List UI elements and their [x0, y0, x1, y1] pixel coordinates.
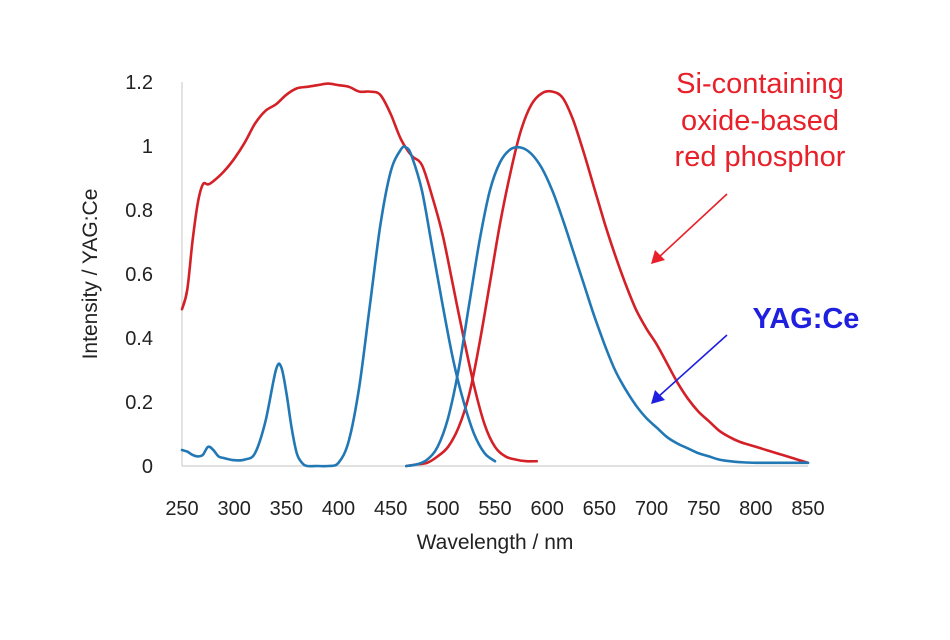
- series-layer: [180, 82, 810, 468]
- red-label-line-2: oxide-based: [681, 105, 839, 137]
- red-phosphor-annotation: Si-containing oxide-based red phosphor: [651, 68, 846, 264]
- x-tick-label: 450: [374, 498, 407, 520]
- y-tick-label: 1: [142, 136, 153, 158]
- yag-label: YAG:Ce: [753, 303, 860, 335]
- x-tick-label: 750: [687, 498, 720, 520]
- series-line-4: [405, 145, 810, 468]
- red-label-line-1: Si-containing: [676, 68, 844, 100]
- series-line-2: [405, 89, 810, 468]
- x-tick-labels: 250 300 350 400 450 500 550 600 650 700 750 800 850: [165, 498, 824, 520]
- x-tick-label: 800: [739, 498, 772, 520]
- x-tick-label: 350: [270, 498, 303, 520]
- x-tick-label: 300: [217, 498, 250, 520]
- x-tick-label: 250: [165, 498, 198, 520]
- x-axis-title: Wavelength / nm: [417, 531, 574, 554]
- x-tick-label: 700: [635, 498, 668, 520]
- blue-arrow-head: [651, 390, 665, 404]
- red-arrow-head: [651, 250, 665, 264]
- y-tick-label: 0: [142, 456, 153, 478]
- y-tick-label: 0.6: [125, 264, 153, 286]
- y-tick-label: 0.2: [125, 392, 153, 414]
- y-tick-labels: 0 0.2 0.4 0.6 0.8 1 1.2: [125, 72, 153, 478]
- series-line-3: [180, 145, 497, 468]
- x-tick-label: 400: [322, 498, 355, 520]
- x-tick-label: 550: [478, 498, 511, 520]
- y-tick-label: 0.8: [125, 200, 153, 222]
- x-tick-label: 850: [791, 498, 824, 520]
- x-tick-label: 650: [583, 498, 616, 520]
- blue-arrow-shaft: [657, 334, 728, 398]
- series-line-1: [180, 82, 538, 463]
- y-tick-label: 1.2: [125, 72, 153, 94]
- y-axis-title: Intensity / YAG:Ce: [79, 189, 102, 360]
- plot-area: [181, 82, 808, 467]
- y-tick-label: 0.4: [125, 328, 153, 350]
- yag-annotation: YAG:Ce: [651, 303, 859, 404]
- red-arrow-shaft: [657, 193, 728, 259]
- x-tick-label: 600: [530, 498, 563, 520]
- red-label-line-3: red phosphor: [675, 141, 846, 173]
- x-tick-label: 500: [426, 498, 459, 520]
